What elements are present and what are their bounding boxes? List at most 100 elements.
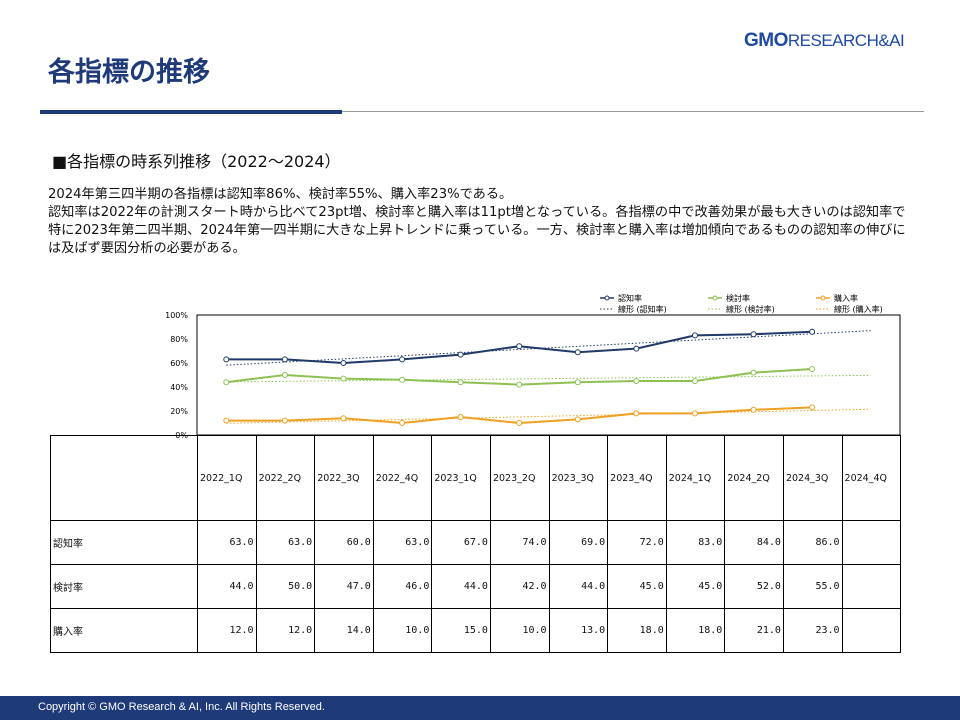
table-cell: 12.0 [197, 608, 257, 653]
legend-label: 認知率 [618, 293, 642, 303]
legend-trend-label: 線形 (購入率) [834, 304, 883, 314]
table-header-row: 2022_1Q 2022_2Q 2022_3Q 2022_4Q 2023_1Q 2023_… [50, 435, 902, 521]
table-cell: 15.0 [431, 608, 491, 653]
table-cell [841, 608, 902, 653]
table-corner-cell [50, 435, 198, 521]
column-header: 2024_3Q [782, 435, 843, 521]
table-cell: 12.0 [255, 608, 316, 653]
table-cell: 63.0 [372, 520, 433, 565]
table-cell: 72.0 [607, 520, 667, 565]
legend-marker-dot [820, 295, 826, 301]
table-cell: 60.0 [314, 520, 374, 565]
data-point [691, 378, 698, 384]
data-point [691, 410, 698, 417]
table-cell: 63.0 [255, 520, 316, 565]
row-label: 認知率 [50, 520, 198, 565]
table-cell: 44.0 [197, 564, 257, 609]
page-title: 各指標の推移 [48, 57, 210, 88]
data-point [340, 375, 347, 382]
table-cell [841, 520, 902, 565]
data-point [457, 414, 464, 420]
column-header: 2022_2Q [255, 435, 316, 521]
table-cell: 21.0 [724, 608, 784, 653]
row-label: 検討率 [50, 564, 198, 609]
y-tick-label: 80% [170, 335, 188, 344]
title-underline [40, 110, 342, 114]
legend-marker-dot [604, 295, 610, 301]
table-cell: 74.0 [489, 520, 550, 565]
column-header: 2022_4Q [372, 435, 433, 521]
section-subtitle: ■各指標の時系列推移（2022～2024） [52, 152, 341, 171]
column-header: 2022_3Q [314, 435, 374, 521]
table-cell: 83.0 [665, 520, 726, 565]
data-point [809, 366, 816, 372]
data-point [574, 416, 581, 423]
data-point [223, 379, 230, 386]
table-cell [841, 564, 902, 609]
y-tick-label: 100% [165, 311, 188, 320]
data-point [516, 343, 523, 350]
data-point [281, 417, 288, 424]
row-label: 購入率 [50, 608, 198, 653]
data-point [457, 351, 464, 358]
legend-marker-dot [712, 295, 718, 301]
column-header: 2024_4Q [841, 435, 902, 521]
data-point [574, 379, 581, 386]
legend-trend-label: 線形 (認知率) [618, 304, 667, 314]
data-point [281, 356, 288, 363]
legend-trend-label: 線形 (検討率) [726, 304, 775, 314]
data-point [399, 376, 406, 383]
table-cell: 18.0 [665, 608, 726, 653]
table-row: 認知率 63.0 63.0 60.0 63.0 67.0 74.0 69.0 72.0 83.0 8… [50, 520, 902, 565]
table-cell: 69.0 [548, 520, 609, 565]
table-cell: 13.0 [548, 608, 609, 653]
summary-line: 2024年第三四半期の各指標は認知率86%、検討率55%、購入率23%である。 [48, 187, 513, 202]
data-table: 2022_1Q 2022_2Q 2022_3Q 2022_4Q 2023_1Q 2023_… [50, 435, 902, 653]
table-cell: 45.0 [607, 564, 667, 609]
column-header: 2023_4Q [607, 435, 667, 521]
data-point [340, 360, 347, 366]
table-cell: 44.0 [548, 564, 609, 609]
table-row: 購入率 12.0 12.0 14.0 10.0 15.0 10.0 13.0 18.0 18.0 2… [50, 608, 902, 653]
column-header: 2023_1Q [431, 435, 491, 521]
trendline-2 [226, 408, 871, 424]
table-row: 検討率 44.0 50.0 47.0 46.0 44.0 42.0 44.0 45.0 45.0 5… [50, 564, 902, 609]
y-tick-label: 60% [170, 359, 188, 368]
table-cell: 47.0 [314, 564, 374, 609]
data-point [516, 420, 523, 426]
data-point [281, 372, 288, 378]
data-point [516, 381, 523, 388]
summary-line: 認知率は2022年の計測スタート時から比べて23pt増、検討率と購入率は11pt… [48, 205, 906, 256]
table-cell: 67.0 [431, 520, 491, 565]
data-point [457, 379, 464, 386]
data-point [633, 378, 640, 384]
table-cell: 18.0 [607, 608, 667, 653]
table-cell: 52.0 [724, 564, 784, 609]
data-point [633, 410, 640, 417]
data-point [750, 406, 757, 413]
data-point [340, 415, 347, 422]
table-cell: 86.0 [782, 520, 843, 565]
data-point [399, 356, 406, 363]
column-header: 2024_1Q [665, 435, 726, 521]
data-point [633, 345, 640, 352]
y-tick-label: 20% [170, 407, 188, 416]
company-logo: GMORESEARCH&AI [744, 30, 905, 51]
data-point [691, 332, 698, 339]
data-point [809, 404, 816, 411]
footer-copyright: Copyright © GMO Research & AI, Inc. All … [0, 696, 960, 720]
table-cell: 46.0 [372, 564, 433, 609]
data-point [574, 349, 581, 356]
column-header: 2023_3Q [548, 435, 609, 521]
data-point [750, 369, 757, 376]
column-header: 2022_1Q [197, 435, 257, 521]
table-cell: 63.0 [197, 520, 257, 565]
table-cell: 44.0 [431, 564, 491, 609]
legend-label: 購入率 [834, 293, 858, 303]
table-cell: 10.0 [372, 608, 433, 653]
data-point [809, 328, 816, 335]
table-cell: 50.0 [255, 564, 316, 609]
table-cell: 23.0 [782, 608, 843, 653]
table-cell: 55.0 [782, 564, 843, 609]
column-header: 2024_2Q [724, 435, 784, 521]
